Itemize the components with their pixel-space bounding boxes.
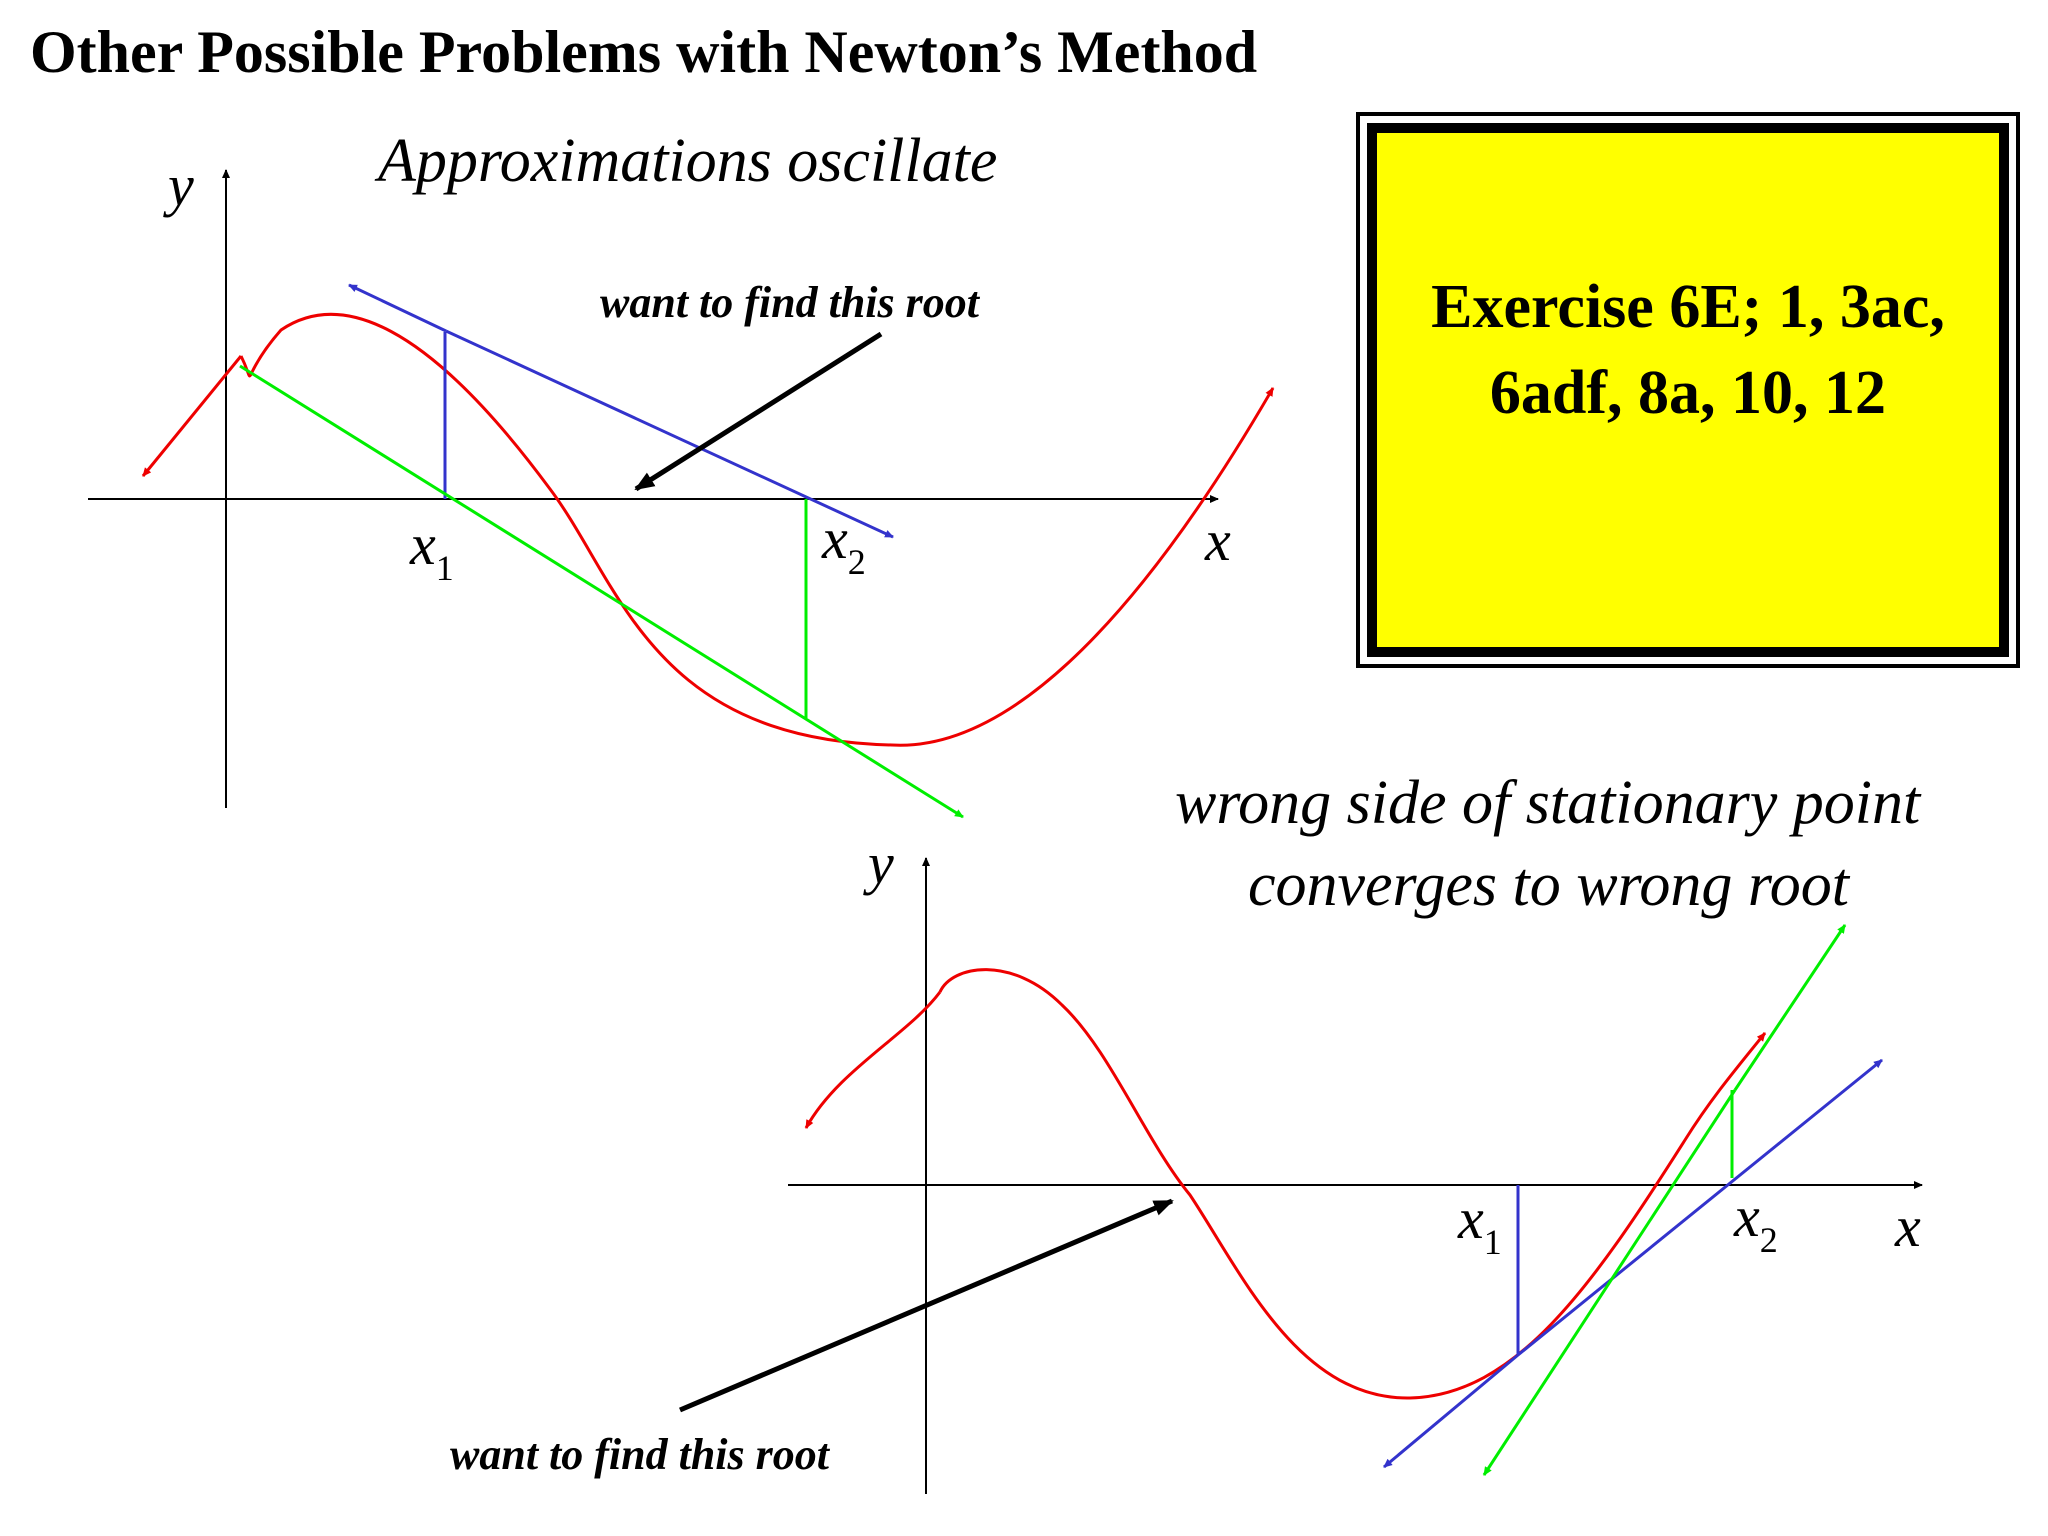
slide-title: Other Possible Problems with Newton’s Me… — [30, 19, 1258, 85]
y-axis-label-2: y — [863, 831, 894, 896]
curve-2-left-end — [804, 991, 942, 1129]
x-axis-label-2: x — [1894, 1194, 1921, 1259]
caption-1: Approximations oscillate — [374, 127, 997, 195]
root-arrow-2 — [679, 1198, 1174, 1413]
tangent-green-1 — [239, 364, 964, 819]
annotation-1: want to find this root — [600, 278, 981, 327]
x1-label-1: x1 — [409, 512, 454, 588]
x2-label-2: x2 — [1733, 1184, 1778, 1260]
exercise-box-fill: Exercise 6E; 1, 3ac, 6adf, 8a, 10, 12 — [1367, 123, 2009, 657]
curve-2 — [938, 968, 1767, 1400]
x-axis-label-1: x — [1204, 508, 1231, 573]
diagram-1: Approximations oscillate want to find th… — [88, 127, 1275, 819]
exercise-box: Exercise 6E; 1, 3ac, 6adf, 8a, 10, 12 — [1356, 112, 2020, 668]
tangent-blue-1-back — [348, 283, 447, 333]
curve-1 — [239, 312, 1275, 747]
root-arrow-1 — [634, 331, 883, 492]
tangent-green-2 — [1733, 924, 1847, 1091]
caption-2-line2: converges to wrong root — [1248, 851, 1851, 919]
tangent-blue-1 — [445, 329, 894, 539]
y-axis-label-1: y — [163, 153, 194, 218]
tangent-blue-2 — [1517, 1058, 1883, 1357]
x2-label-1: x2 — [821, 506, 866, 582]
curve-1-left-end — [141, 355, 243, 477]
tangent-green-2-back — [1482, 1089, 1737, 1476]
x1-label-2: x1 — [1457, 1186, 1502, 1262]
exercise-text: Exercise 6E; 1, 3ac, 6adf, 8a, 10, 12 — [1431, 273, 1945, 427]
diagram-2: wrong side of stationary point converges… — [450, 769, 1923, 1494]
annotation-2: want to find this root — [450, 1430, 831, 1479]
tangent-blue-2-back — [1383, 1353, 1519, 1469]
caption-2-line1: wrong side of stationary point — [1175, 769, 1922, 837]
